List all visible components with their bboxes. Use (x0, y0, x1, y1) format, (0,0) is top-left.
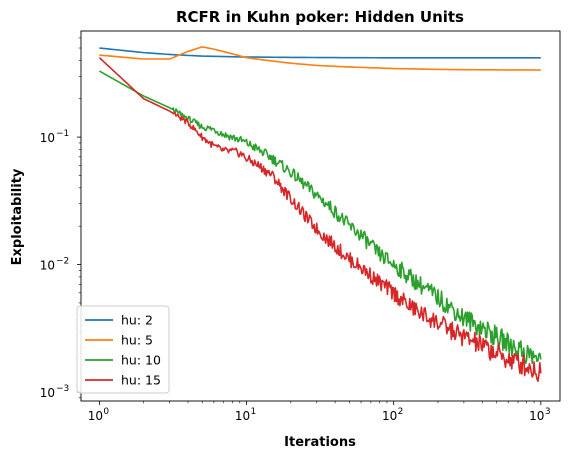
y-tick-exponent: −2 (56, 257, 69, 267)
legend-label: hu: 2 (121, 313, 153, 328)
y-tick-label: 10 (40, 259, 55, 273)
x-tick-label: 10 (88, 409, 103, 423)
legend: hu: 2 hu: 5 hu: 10 hu: 15 (76, 305, 170, 394)
y-tick-exponent: −3 (56, 384, 69, 394)
x-tick-exponent: 3 (545, 407, 551, 417)
y-tick-exponent: −1 (56, 129, 69, 139)
series-line (99, 47, 541, 59)
chart-title: RCFR in Kuhn poker: Hidden Units (176, 8, 464, 26)
x-tick-exponent: 0 (103, 407, 109, 417)
series-line (98, 70, 542, 365)
x-tick-label: 10 (382, 409, 397, 423)
legend-label: hu: 15 (121, 373, 161, 388)
y-tick-label: 10 (40, 386, 55, 400)
legend-box (76, 305, 170, 394)
series-line (98, 57, 542, 383)
y-tick-label: 10 (40, 131, 55, 145)
x-tick-label: 10 (235, 409, 250, 423)
plot-frame (80, 30, 561, 402)
y-axis-label: Exploitability (10, 168, 25, 265)
series-line (99, 46, 541, 71)
x-tick-label: 10 (529, 409, 544, 423)
legend-label: hu: 10 (121, 353, 161, 368)
legend-label: hu: 5 (121, 333, 153, 348)
x-tick-exponent: 2 (398, 407, 404, 417)
x-tick-exponent: 1 (251, 407, 257, 417)
x-axis-label: Iterations (284, 435, 356, 450)
